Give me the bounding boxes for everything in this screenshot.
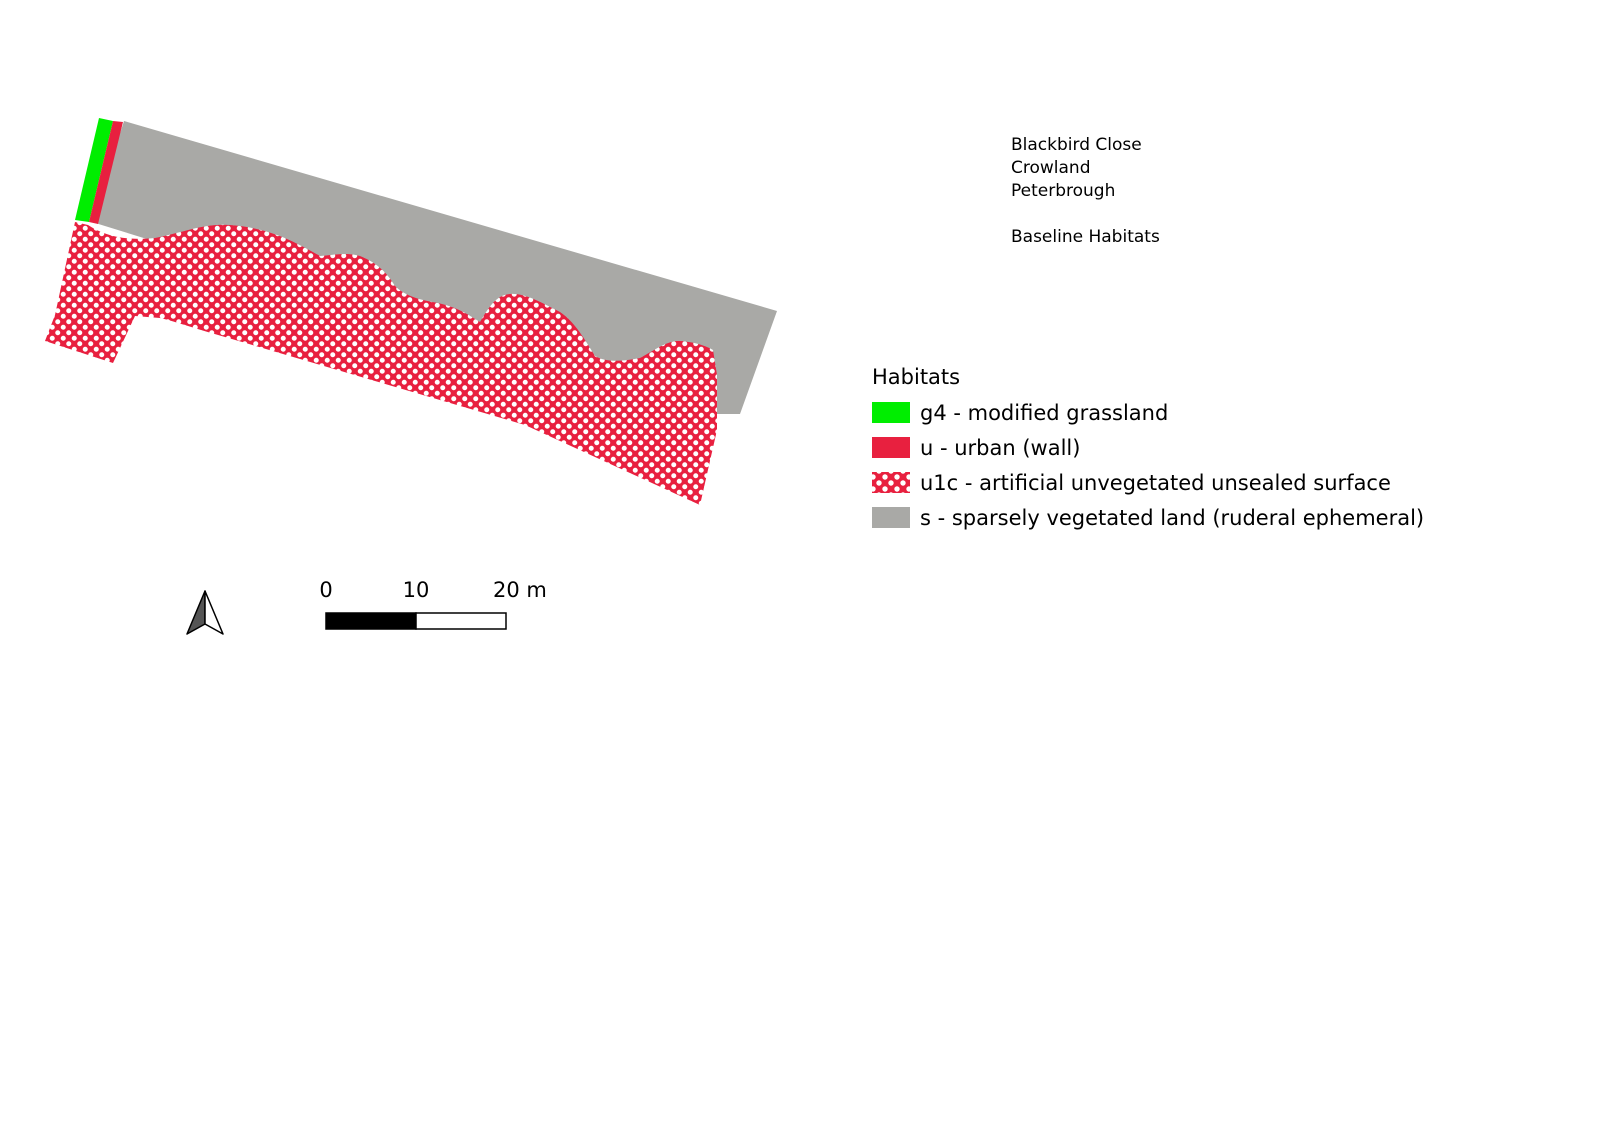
legend-title: Habitats	[872, 365, 961, 389]
scale-label-10: 10	[403, 578, 430, 602]
legend-item-u1c: u1c - artificial unvegetated unsealed su…	[872, 465, 1424, 500]
legend-swatch-s	[872, 507, 910, 528]
habitat-g4-modified-grassland	[75, 118, 113, 222]
habitat-u1c-unsealed-surface	[45, 222, 717, 505]
legend-swatch-u1c	[872, 472, 910, 493]
title-block: Blackbird Close Crowland Peterbrough Bas…	[1011, 134, 1160, 249]
legend-label-g4: g4 - modified grassland	[920, 400, 1169, 425]
legend-swatch-u	[872, 437, 910, 458]
legend: Habitats g4 - modified grassland u - urb…	[872, 362, 1424, 535]
legend-item-u: u - urban (wall)	[872, 430, 1424, 465]
legend-label-u1c: u1c - artificial unvegetated unsealed su…	[920, 470, 1391, 495]
legend-item-s: s - sparsely vegetated land (ruderal eph…	[872, 500, 1424, 535]
title-line-2: Crowland	[1011, 158, 1091, 178]
title-line-3: Peterbrough	[1011, 181, 1116, 201]
legend-item-g4: g4 - modified grassland	[872, 395, 1424, 430]
scale-label-0: 0	[319, 578, 332, 602]
scale-bar-segment-white	[415, 612, 507, 630]
legend-label-u: u - urban (wall)	[920, 435, 1081, 460]
legend-swatch-u1c-pattern	[872, 472, 910, 493]
legend-label-s: s - sparsely vegetated land (ruderal eph…	[920, 505, 1425, 530]
habitat-s-sparsely-vegetated	[92, 121, 777, 414]
scale-bar-segment-black	[325, 612, 417, 630]
title-spacer	[1011, 203, 1160, 226]
map-subtitle: Baseline Habitats	[1011, 227, 1160, 247]
legend-swatch-g4	[872, 402, 910, 423]
scale-label-20: 20 m	[493, 578, 547, 602]
scale-bar: 0 10 20 m	[319, 578, 547, 630]
habitat-u-urban-wall	[89, 121, 123, 224]
title-line-1: Blackbird Close	[1011, 135, 1142, 155]
north-arrow-icon	[186, 590, 224, 635]
